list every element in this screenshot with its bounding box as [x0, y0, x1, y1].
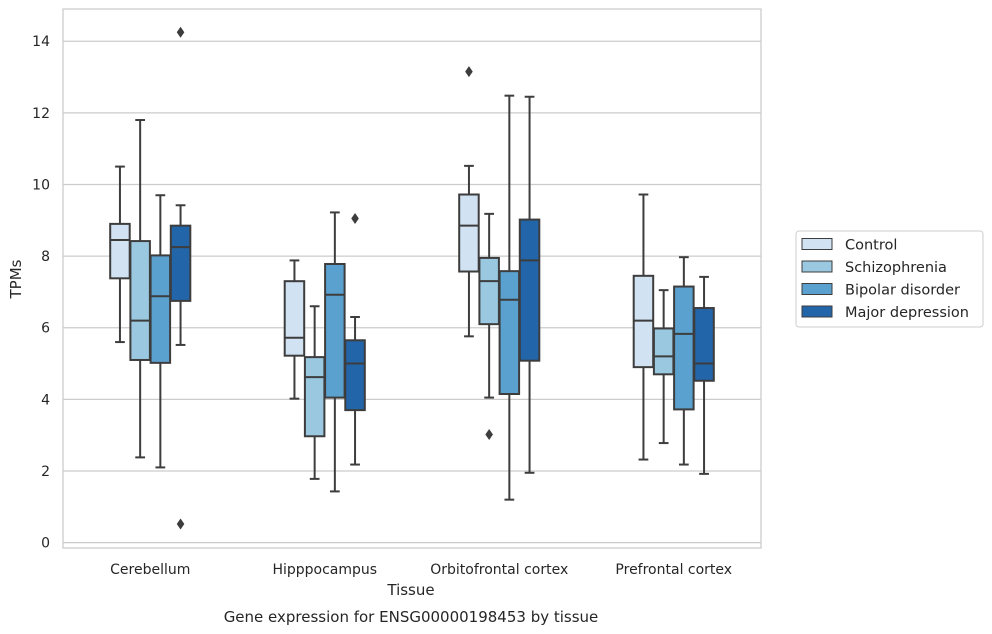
box-schizophrenia: [652, 289, 675, 445]
box-major-depression: [169, 26, 192, 530]
iqr-box: [652, 327, 675, 376]
y-tick-label: 2: [41, 464, 50, 480]
x-axis-title: Tissue: [386, 581, 434, 599]
iqr-box: [458, 193, 480, 273]
y-tick-label: 4: [41, 392, 50, 408]
legend-item: Bipolar disorder: [801, 283, 960, 299]
legend-swatch: [801, 260, 833, 273]
box-bipolar-disorder: [498, 94, 521, 501]
x-tick-label: Hipppocampus: [272, 562, 377, 578]
iqr-box: [693, 307, 715, 382]
iqr-box: [169, 224, 192, 302]
legend-swatch: [801, 283, 833, 295]
y-tick-label: 12: [32, 106, 50, 122]
box-control: [109, 165, 131, 344]
iqr-box: [478, 256, 500, 326]
legend-frame: [795, 230, 984, 328]
box-major-depression: [344, 213, 366, 466]
iqr-box: [283, 280, 306, 357]
iqr-box: [498, 270, 521, 395]
box-schizophrenia: [129, 119, 151, 459]
legend-item: Control: [801, 238, 897, 254]
iqr-box: [109, 222, 131, 280]
box-schizophrenia: [303, 305, 326, 480]
legend-label: Major depression: [845, 305, 969, 321]
y-tick-label: 8: [41, 249, 50, 265]
outlier-point: [351, 213, 359, 225]
legend-label: Bipolar disorder: [845, 283, 960, 299]
iqr-box: [149, 254, 172, 364]
outlier-point: [176, 26, 185, 38]
figure-caption: Gene expression for ENSG00000198453 by t…: [224, 608, 599, 626]
iqr-box: [344, 339, 366, 412]
x-tick-labels: Cerebellum Hipppocampus Orbitofrontal cort…: [110, 562, 732, 578]
y-tick-label: 0: [41, 536, 50, 552]
legend-label: Control: [845, 238, 897, 254]
iqr-box: [324, 262, 346, 399]
y-tick-label: 14: [32, 34, 50, 50]
y-tick-label: 10: [32, 177, 50, 193]
box-major-depression: [693, 275, 715, 475]
outlier-point: [485, 428, 493, 440]
box-major-depression: [518, 95, 541, 474]
box-control: [283, 259, 306, 400]
y-tick-label: 6: [41, 321, 50, 337]
x-tick-label: Cerebellum: [110, 562, 190, 578]
box-bipolar-disorder: [149, 194, 172, 469]
iqr-box: [518, 218, 541, 362]
legend-swatch: [801, 305, 833, 318]
legend: Control Schizophrenia Bipolar disorder Majo…: [795, 230, 984, 328]
legend-swatch: [801, 238, 833, 250]
x-tick-label: Orbitofrontal cortex: [430, 562, 568, 578]
box-schizophrenia: [478, 212, 500, 440]
y-tick-labels: 0 2 4 6 8 10 12 14: [32, 34, 50, 551]
outlier-point: [176, 518, 185, 530]
legend-label: Schizophrenia: [845, 260, 947, 276]
y-axis-title: TPMs: [7, 259, 25, 299]
box-control: [458, 66, 480, 338]
box-bipolar-disorder: [673, 256, 695, 466]
boxes: [109, 26, 715, 530]
legend-item: Major depression: [801, 305, 969, 321]
box-bipolar-disorder: [324, 211, 346, 493]
x-tick-label: Prefrontal cortex: [615, 562, 732, 578]
iqr-box: [673, 285, 695, 411]
legend-item: Schizophrenia: [801, 260, 947, 276]
box-control: [632, 193, 655, 461]
iqr-box: [129, 240, 151, 361]
plot-frame: [62, 8, 762, 549]
outlier-point: [465, 66, 473, 78]
iqr-box: [303, 356, 326, 438]
